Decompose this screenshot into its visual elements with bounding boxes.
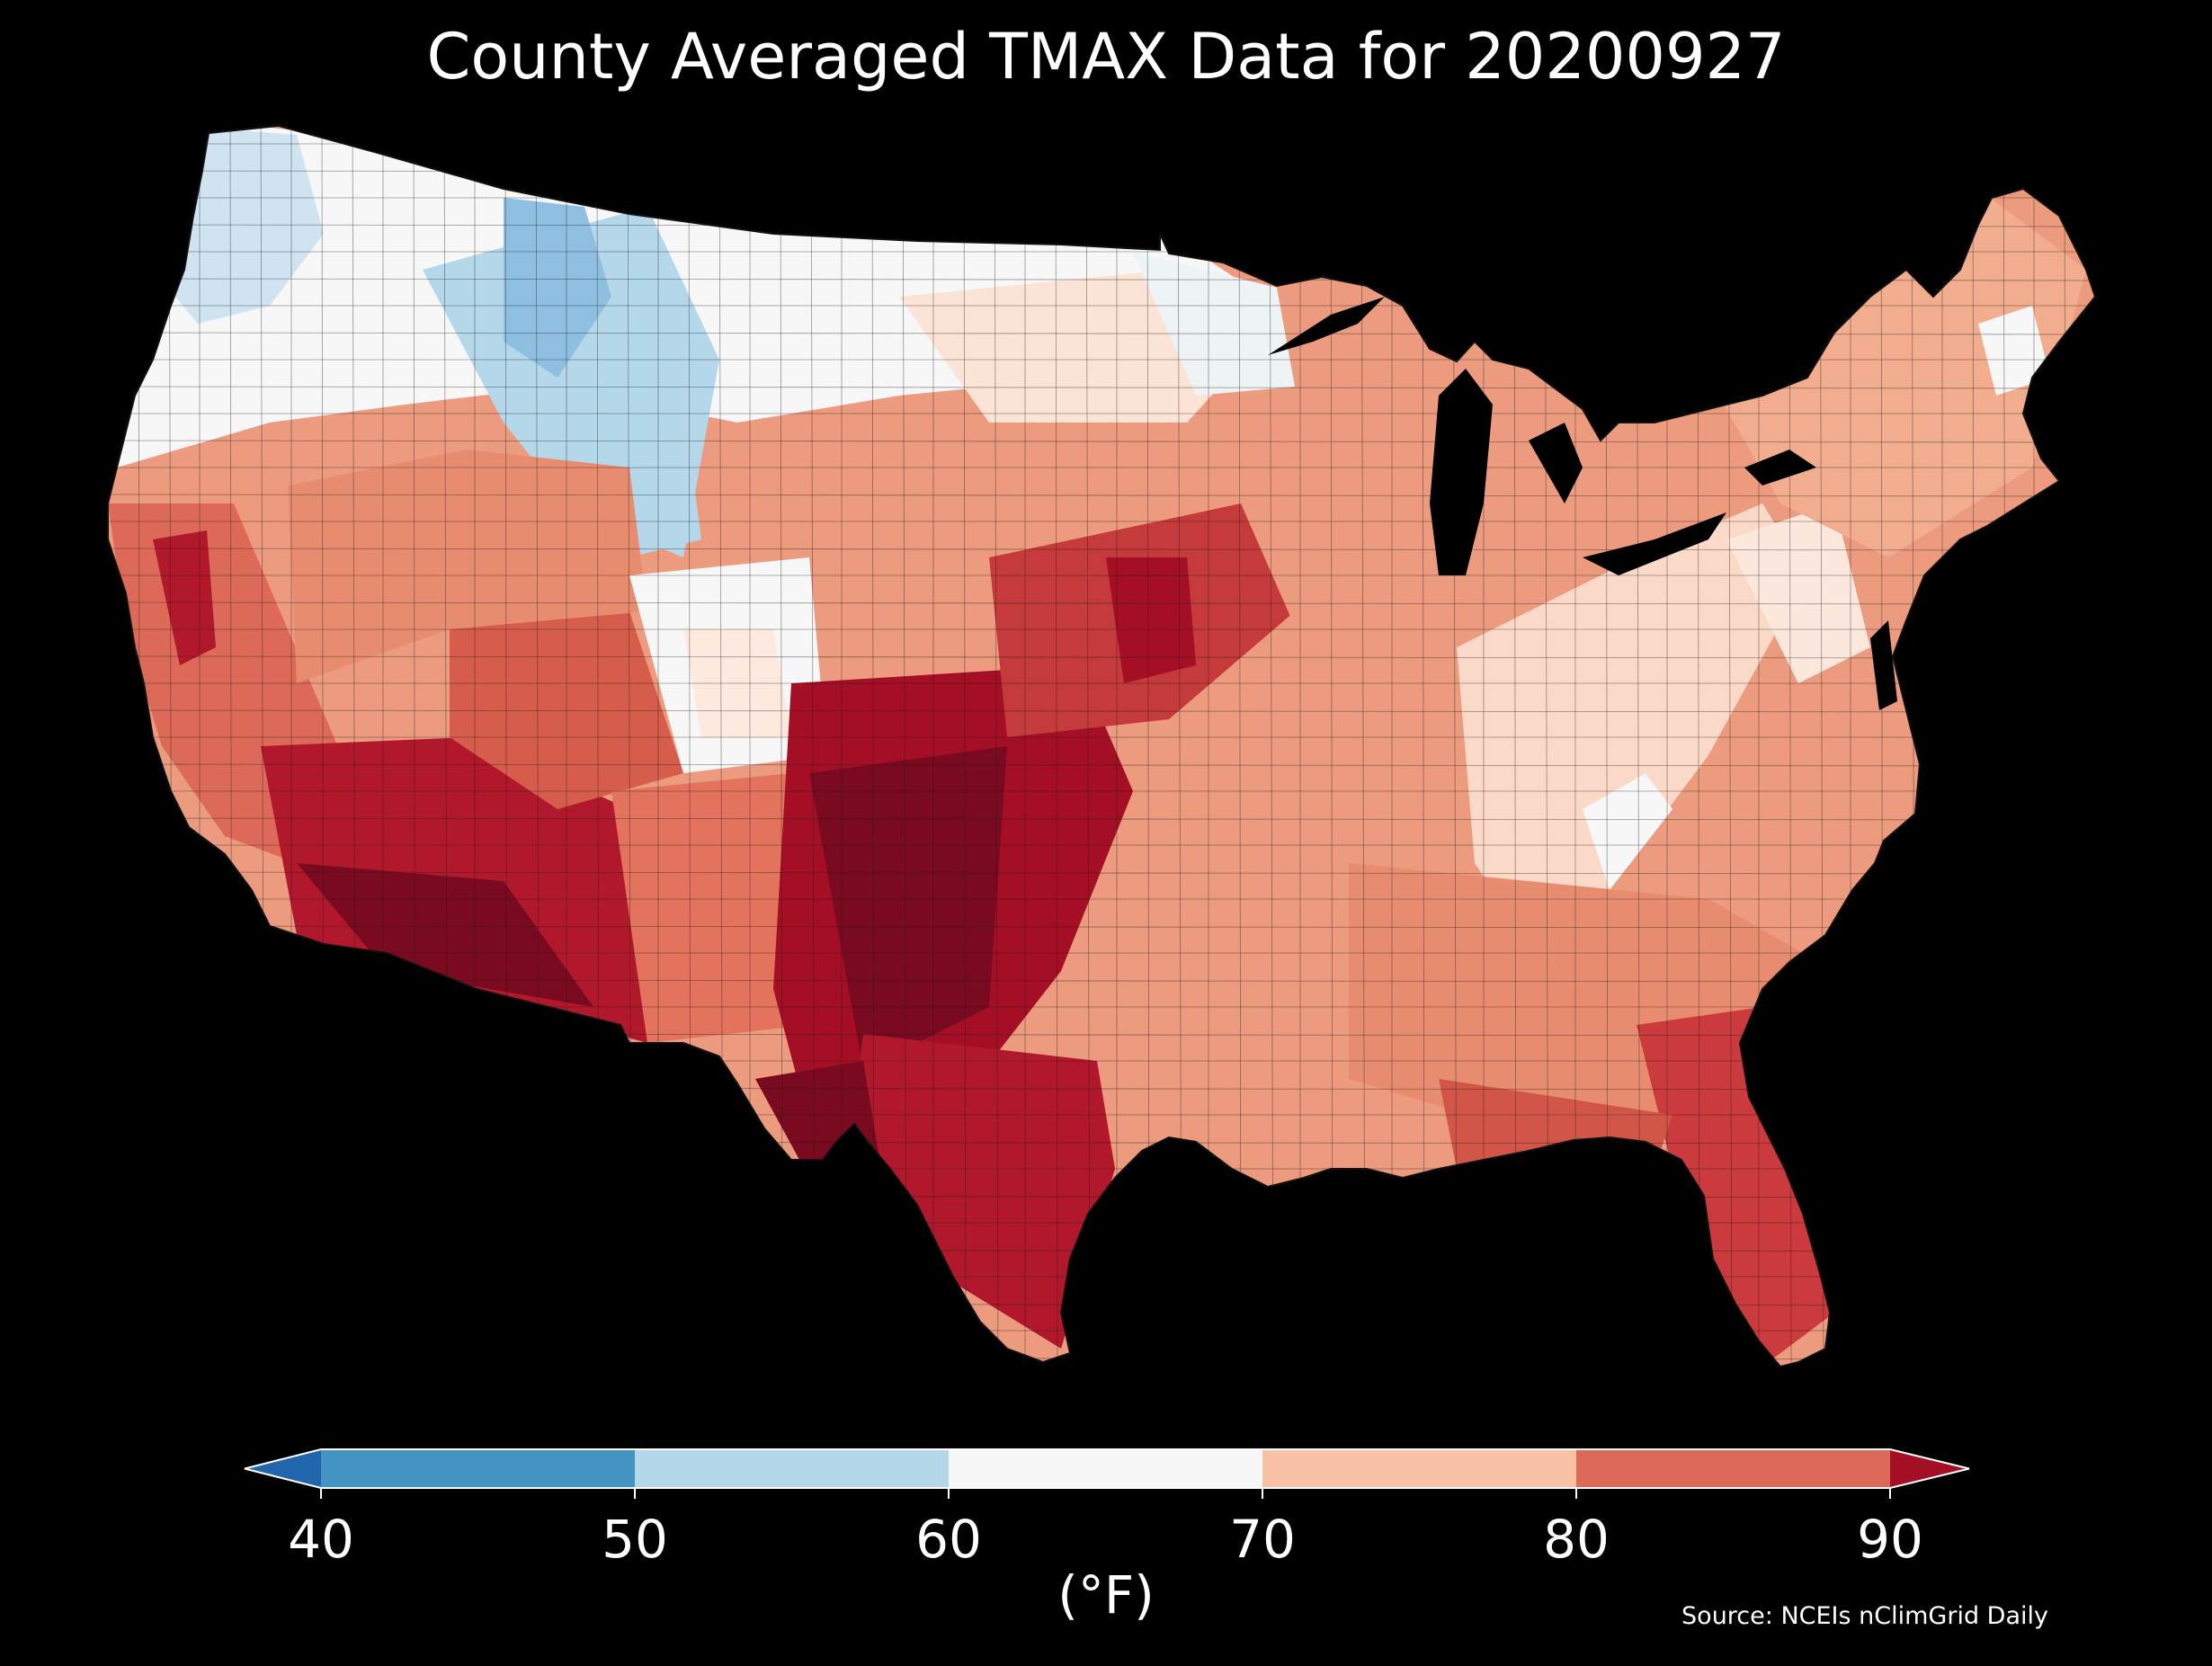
county-borders: [108, 126, 2095, 1367]
great-lakes: [1268, 297, 1897, 710]
colorbar-bin: [1576, 1449, 1891, 1488]
colorbar-extend-high: [1890, 1449, 1969, 1488]
map-title: County Averaged TMAX Data for 20200927: [426, 20, 1786, 94]
colorbar-tick-label: 70: [1229, 1509, 1296, 1570]
colorbar-bin: [1262, 1449, 1577, 1488]
colorbar-tick-label: 80: [1543, 1509, 1610, 1570]
colorbar-tick-label: 90: [1857, 1509, 1923, 1570]
source-credit: Source: NCEIs nClimGrid Daily: [1681, 1602, 2048, 1630]
colorbar-units-label: (°F): [1057, 1564, 1155, 1626]
colorbar-extend-low: [245, 1449, 321, 1488]
colorbar-tick-label: 60: [915, 1509, 982, 1570]
colorbar-tick-label: 50: [602, 1509, 668, 1570]
colorbar-bin: [949, 1449, 1263, 1488]
colorbar-bin: [321, 1449, 636, 1488]
colorbar-tick-label: 40: [288, 1509, 354, 1570]
colorbar-bin: [635, 1449, 950, 1488]
